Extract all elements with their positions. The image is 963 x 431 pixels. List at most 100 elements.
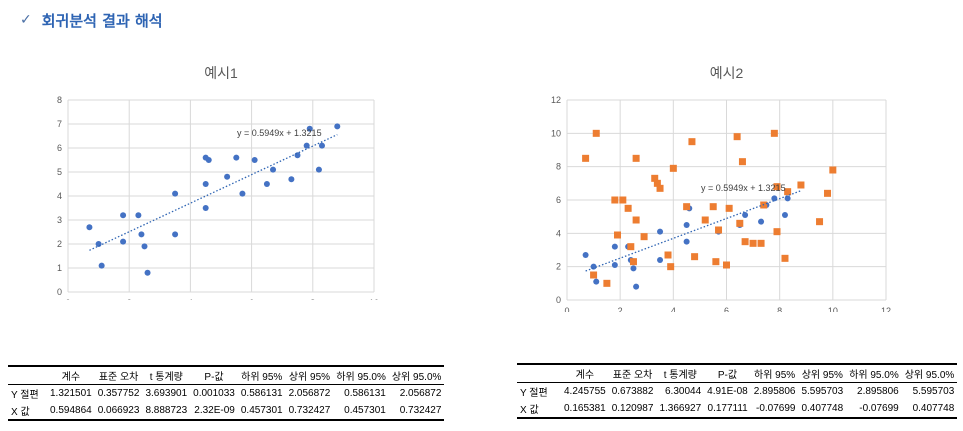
data-point-square: [712, 258, 720, 266]
data-point-circle: [611, 243, 618, 250]
table-header-cell: t 통계량: [142, 365, 191, 385]
table-row: Y 절편 4.245755 0.673882 6.30044 4.91E-08 2.895…: [517, 383, 957, 401]
y-tick-label: 8: [57, 95, 62, 105]
data-point-square: [723, 261, 730, 269]
chart-example-2: 예시2 0 2 4 6 8 10 12 0 2 4 6 8 10 12 y = 0.5949x + 1.321…: [551, 65, 891, 312]
data-point-circle: [263, 181, 270, 187]
data-point-circle: [251, 157, 258, 163]
y-tick-label: 4: [556, 228, 561, 238]
data-point-circle: [138, 231, 145, 238]
y-tick-label: 2: [556, 262, 561, 272]
table-cell: 0.407748: [901, 400, 958, 419]
data-point-circle: [784, 195, 791, 202]
data-point-circle: [657, 228, 664, 235]
data-point-square: [656, 184, 664, 192]
table-cell: 2.895806: [857, 386, 899, 397]
data-point-circle: [294, 152, 301, 159]
data-point-square: [632, 216, 640, 224]
data-point-square: [640, 233, 648, 241]
data-point-circle: [86, 224, 93, 231]
table-header-cell: 하위 95%: [750, 363, 799, 383]
regression-table-2: 계수 표준 오차 t 통계량 P-값 하위 95% 상위 95% 하위 95.0% 상위 95…: [517, 363, 958, 419]
checkmark-icon: ✓: [20, 12, 32, 28]
y-tick-label: 0: [57, 287, 62, 297]
y-tick-label: 0: [556, 295, 561, 305]
data-point-square: [738, 158, 746, 166]
table-cell: 1.321501: [50, 388, 92, 399]
data-point-square: [667, 263, 675, 271]
y-tick-label: 8: [556, 162, 561, 172]
table-cell: 0.586131: [240, 388, 283, 399]
row-label-cell: Y 절편: [520, 388, 548, 399]
data-point-square: [592, 129, 600, 137]
table-row: X 값 0.594864 0.066923 8.888723 2.32E-09 0.457…: [8, 402, 445, 421]
data-point-square: [664, 251, 672, 259]
data-point-square: [770, 129, 778, 137]
table-header-cell: 상위 95.0%: [388, 365, 445, 385]
x-tick-label: 2: [618, 306, 623, 312]
data-point-square: [614, 231, 622, 239]
table-header-cell: 하위 95.0%: [333, 365, 389, 385]
data-point-square: [773, 228, 781, 236]
trendline-equation: y = 0.5949x + 1.3215: [237, 128, 322, 138]
table-cell: 3.693901: [145, 388, 188, 399]
table-cell: 2.056872: [399, 388, 442, 399]
data-point-square: [651, 174, 659, 182]
data-point-square: [709, 203, 717, 211]
data-point-square: [829, 166, 837, 174]
table-row: Y 절편 1.321501 0.357752 3.693901 0.001033 0.58…: [8, 385, 444, 403]
data-point-circle: [781, 212, 788, 218]
chart-example-1: 예시1 0 1 2 3 4 5 6 7 8 0 2 4 6 8 10 y = 0.5949x + 1.3215: [57, 65, 379, 300]
data-point-square: [701, 216, 709, 224]
data-point-circle: [630, 265, 637, 272]
y-tick-label: 10: [551, 128, 561, 138]
table-cell: 6.30044: [665, 386, 702, 397]
table-header-cell: 표준 오차: [608, 363, 657, 383]
table-cell: 0.165381: [561, 400, 609, 419]
data-point-circle: [202, 205, 209, 211]
table-header-cell: 하위 95%: [237, 365, 286, 385]
table-header-cell: P-값: [704, 363, 751, 383]
data-point-square: [627, 243, 635, 251]
data-point-circle: [172, 190, 179, 197]
table-header-cell: 상위 95%: [285, 365, 334, 385]
y-tick-label: 4: [57, 191, 62, 201]
data-point-circle: [683, 222, 690, 228]
table-cell: 8.888723: [142, 402, 191, 421]
table-cell: 0.732427: [388, 402, 445, 421]
table-cell: -0.07699: [846, 400, 902, 419]
data-point-circle: [172, 231, 179, 238]
data-point-circle: [593, 278, 600, 285]
data-point-square: [653, 179, 661, 187]
section-title: 회귀분석 결과 해석: [41, 11, 163, 30]
table-cell: 0.457301: [333, 402, 389, 421]
data-point-square: [725, 204, 733, 212]
data-point-circle: [315, 166, 322, 173]
table-cell: 2.895806: [753, 386, 796, 397]
table-header-cell: 계수: [47, 365, 95, 385]
row-label-cell: Y 절편: [11, 390, 39, 401]
regression-table-1: 계수 표준 오차 t 통계량 P-값 하위 95% 상위 95% 하위 95.0% 상위 95…: [8, 365, 445, 421]
y-tick-label: 5: [57, 167, 62, 177]
table-header-row: 계수 표준 오차 t 통계량 P-값 하위 95% 상위 95% 하위 95.0% 상위 95…: [8, 365, 445, 385]
y-tick-label: 12: [551, 95, 561, 105]
x-tick-label: 0: [564, 306, 569, 312]
table-cell: 5.595703: [801, 386, 844, 397]
data-point-square: [624, 204, 632, 212]
chart-title: 예시2: [710, 65, 744, 81]
data-point-square: [736, 219, 744, 227]
table-header-cell: [8, 365, 47, 385]
table-header-cell: 상위 95%: [798, 363, 847, 383]
data-point-circle: [303, 142, 310, 149]
data-point-circle: [205, 157, 212, 163]
data-point-square: [773, 183, 781, 191]
table-header-cell: 하위 95.0%: [846, 363, 902, 383]
data-point-circle: [582, 252, 589, 258]
table-cell: 0.177111: [704, 400, 751, 419]
data-point-square: [590, 271, 598, 279]
y-tick-label: 3: [57, 215, 62, 225]
data-point-circle: [306, 125, 313, 132]
table-header-cell: [517, 363, 561, 383]
data-point-circle: [288, 176, 295, 183]
y-tick-label: 6: [57, 143, 62, 153]
